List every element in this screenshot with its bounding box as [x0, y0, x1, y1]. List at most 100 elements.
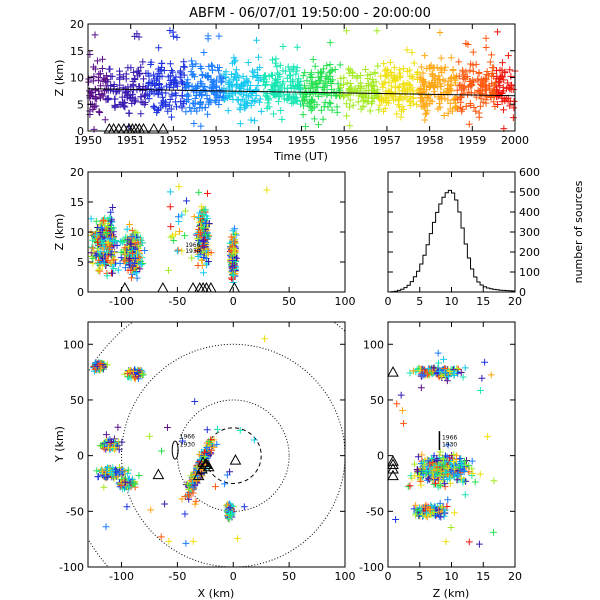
time-height-source — [366, 71, 374, 78]
x-tick-label: 10 — [445, 570, 459, 583]
plan-view-source — [203, 444, 211, 451]
time-height-source — [279, 43, 287, 50]
time-height-source — [255, 53, 262, 61]
time-height-source — [382, 71, 390, 79]
x-height-source — [116, 260, 124, 267]
time-height-source — [357, 72, 365, 79]
time-height-source — [276, 61, 284, 69]
time-height-source — [408, 73, 416, 80]
time-height-source — [208, 61, 215, 69]
x-height-source — [107, 217, 115, 225]
time-height-source — [421, 52, 429, 60]
y-tick-label: 200 — [519, 246, 540, 259]
time-height-source — [251, 96, 259, 104]
plan-view-source — [196, 450, 203, 458]
histogram-bar — [455, 200, 458, 292]
time-height-source — [198, 80, 206, 88]
x-height-source — [194, 234, 202, 242]
time-height-source — [131, 98, 138, 106]
plan-view-source — [261, 335, 268, 343]
x-height-source — [131, 228, 139, 236]
x-tick-label: 0 — [230, 295, 237, 308]
x-height-source — [227, 255, 235, 263]
time-height-source — [416, 74, 424, 82]
plan-view-source — [234, 535, 241, 542]
time-height-source — [314, 73, 322, 81]
x-tick-label: 15 — [476, 295, 490, 308]
time-height-source — [488, 51, 495, 59]
time-height-source — [375, 106, 383, 114]
range-ring — [176, 399, 290, 512]
y-tick-label: 100 — [519, 266, 540, 279]
x-height-source — [231, 249, 239, 257]
time-height-source — [405, 80, 413, 88]
x-height-source — [94, 260, 102, 268]
height-y-points — [392, 349, 498, 548]
time-height-source — [353, 73, 361, 81]
y-tick-label: 0 — [377, 450, 384, 463]
height-y-source — [444, 496, 452, 504]
x-height-source — [104, 257, 112, 264]
time-height-source — [486, 58, 494, 66]
time-height-source — [433, 63, 441, 71]
plan-view-source — [185, 491, 192, 499]
time-height-source — [466, 66, 474, 74]
time-height-source — [130, 68, 137, 76]
time-height-source — [191, 100, 199, 108]
plan-view-source — [121, 478, 129, 486]
plan-view-source — [131, 366, 138, 374]
time-height-source — [343, 112, 350, 120]
y-tick-label: 50 — [70, 394, 84, 407]
time-height-source — [150, 75, 158, 83]
time-height-source — [229, 59, 236, 67]
time-height-source — [363, 91, 370, 99]
time-height-source — [167, 105, 175, 113]
x-height-source — [200, 238, 208, 245]
time-height-source — [264, 99, 272, 107]
x-height-source — [98, 224, 105, 232]
time-height-source — [439, 76, 447, 84]
x-tick-label: 1958 — [416, 134, 444, 147]
time-height-source — [123, 94, 131, 102]
time-height-source — [189, 70, 197, 78]
x-height-source — [194, 253, 202, 260]
time-height-source — [265, 95, 273, 103]
time-height-source — [108, 73, 116, 80]
time-height-source — [116, 81, 124, 89]
time-height-source — [189, 63, 197, 70]
time-height-source — [228, 81, 236, 89]
y-tick-label: 0 — [77, 450, 84, 463]
height-y-source — [461, 364, 469, 372]
x-height-source — [202, 219, 210, 227]
x-height-source — [131, 260, 138, 267]
time-height-source — [458, 107, 466, 115]
time-height-source — [309, 56, 317, 63]
time-height-source — [469, 68, 477, 75]
trend-line — [87, 88, 516, 97]
time-height-source — [358, 93, 366, 101]
histogram-bar — [448, 190, 451, 292]
y-tick-label: 100 — [363, 338, 384, 351]
time-height-source — [265, 103, 273, 111]
plan-view-source — [189, 489, 197, 497]
x-height-source — [96, 248, 104, 255]
time-height-source — [155, 80, 163, 87]
time-height-source — [178, 78, 186, 86]
time-height-source — [160, 67, 168, 74]
time-height-source — [218, 77, 226, 85]
time-height-source — [293, 67, 301, 75]
time-height-source — [224, 80, 232, 88]
time-height-source — [510, 104, 518, 112]
time-height-source — [275, 93, 283, 101]
time-height-source — [337, 82, 345, 89]
x-height-source — [109, 269, 116, 277]
x-height-source — [195, 214, 202, 221]
plan-view-source — [201, 448, 208, 456]
time-height-source — [346, 103, 353, 111]
time-height-source — [470, 104, 478, 111]
height-y-source — [400, 420, 407, 427]
height-y-source — [397, 391, 405, 399]
plan-view-source — [191, 398, 199, 405]
